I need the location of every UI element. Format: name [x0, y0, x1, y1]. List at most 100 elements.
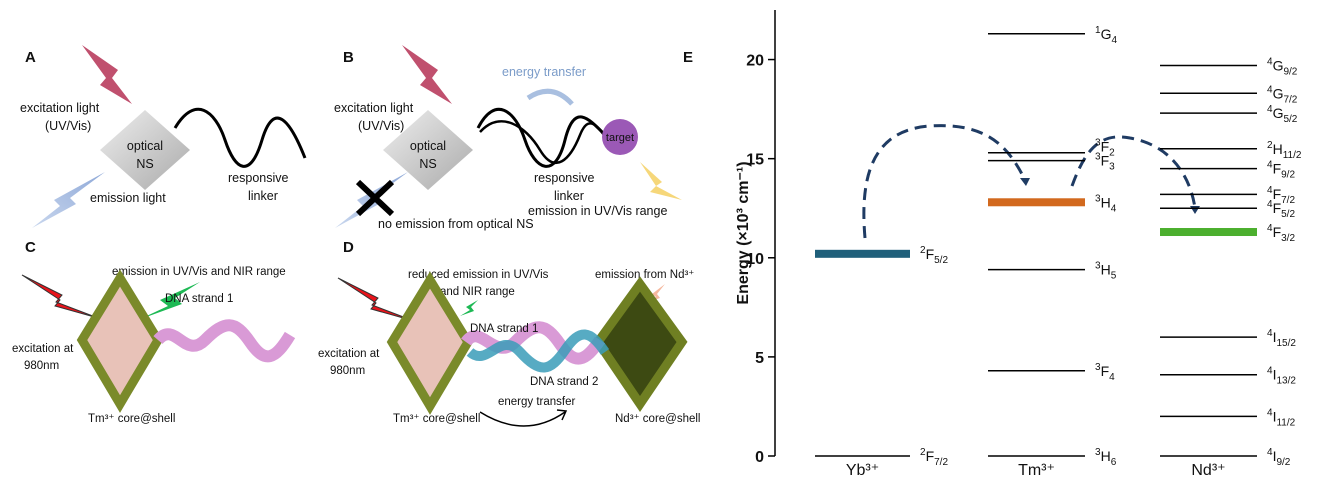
panel-label: E	[683, 49, 693, 66]
label: Tm³⁺ core@shell	[88, 413, 175, 425]
label: NS	[419, 157, 436, 171]
ion-label: Yb³⁺	[846, 462, 879, 479]
level-term: F	[926, 246, 935, 262]
level-sub: 13/2	[1276, 376, 1296, 387]
level-sub: 5	[1111, 271, 1117, 282]
label: DNA strand 1	[470, 323, 538, 335]
level-sub: 3/2	[1281, 233, 1295, 244]
level-sub: 5/2	[1281, 209, 1295, 220]
label: responsive	[534, 171, 594, 185]
level-sub: 15/2	[1276, 338, 1296, 349]
level-label: 4G5/2	[1267, 104, 1298, 125]
excitation-bolt	[82, 45, 132, 104]
level-term: G	[1273, 105, 1284, 121]
level-label: 3H4	[1095, 193, 1117, 214]
level-sub: 9/2	[1276, 457, 1290, 468]
level-term: H	[1101, 194, 1111, 210]
transfer-path	[864, 126, 1025, 238]
transfer-path	[1072, 137, 1195, 208]
label: excitation light	[20, 101, 100, 115]
level-label: 4I13/2	[1267, 366, 1296, 387]
level-sub: 5/2	[934, 255, 948, 266]
level-term: F	[1273, 224, 1282, 240]
level-sub: 7/2	[1283, 94, 1297, 105]
emission-bolt	[640, 162, 682, 200]
nanoparticle	[392, 280, 468, 406]
panel-label: C	[25, 239, 36, 256]
level-sub: 4	[1111, 35, 1117, 46]
level-label: 2F5/2	[920, 245, 948, 266]
ion-label: Nd³⁺	[1191, 462, 1225, 479]
level-term: G	[1273, 85, 1284, 101]
y-tick-label: 20	[746, 53, 764, 70]
level-label: 4F9/2	[1267, 160, 1295, 181]
y-tick-label: 10	[746, 251, 764, 268]
label: Nd³⁺ core@shell	[615, 413, 701, 425]
level-label: 2F7/2	[920, 447, 948, 468]
label: linker	[554, 189, 584, 203]
level-sub: 3	[1109, 162, 1115, 173]
level-label: 1G4	[1095, 25, 1117, 46]
linker	[480, 121, 615, 163]
y-tick-label: 0	[755, 449, 764, 466]
level-term: H	[1273, 141, 1283, 157]
level-term: H	[1101, 262, 1111, 278]
panel-label: B	[343, 49, 354, 66]
energy-level	[988, 198, 1085, 206]
label: target	[606, 132, 634, 144]
label: (UV/Vis)	[358, 119, 404, 133]
label: emission in UV/Vis and NIR range	[112, 266, 286, 278]
label: Tm³⁺ core@shell	[393, 413, 480, 425]
label: responsive	[228, 171, 288, 185]
panel-label: A	[25, 49, 36, 66]
level-term: F	[1273, 200, 1282, 216]
level-term: F	[1273, 161, 1282, 177]
excitation-bolt	[402, 45, 452, 104]
panel-d: D reduced emission in UV/Vis and NIR ran…	[318, 239, 701, 426]
nanoparticle	[82, 278, 158, 404]
level-label: 4I11/2	[1267, 407, 1296, 428]
level-sub: 9/2	[1283, 67, 1297, 78]
linker	[175, 109, 305, 166]
level-label: 3F4	[1095, 362, 1115, 383]
level-sub: 7/2	[1281, 195, 1295, 206]
label: energy transfer	[502, 65, 586, 79]
arrow-head	[1190, 206, 1200, 214]
level-term: G	[1273, 58, 1284, 74]
transfer-arrow	[480, 412, 565, 426]
label: emission in UV/Vis range	[528, 204, 667, 218]
label: energy transfer	[498, 396, 576, 408]
label: (UV/Vis)	[45, 119, 91, 133]
energy-level-chart: E Energy (×10³ cm⁻¹) 05101520Yb³⁺2F7/22F…	[683, 10, 1302, 479]
y-tick-label: 5	[755, 350, 764, 367]
label: no emission from optical NS	[378, 217, 534, 231]
excitation-bolt	[22, 275, 98, 318]
level-label: 4I9/2	[1267, 447, 1291, 468]
level-sub: 4	[1111, 203, 1117, 214]
dna-strand	[158, 325, 290, 356]
label: 980nm	[330, 365, 365, 377]
level-label: 3H6	[1095, 447, 1117, 468]
level-sub: 2	[1109, 148, 1115, 159]
energy-level	[815, 250, 910, 258]
level-sub: 11/2	[1276, 417, 1295, 428]
label: emission from Nd³⁺	[595, 269, 694, 281]
label: and NIR range	[440, 286, 515, 298]
level-term: G	[1101, 26, 1112, 42]
label: NS	[136, 157, 153, 171]
level-label: 4G9/2	[1267, 57, 1298, 78]
level-term: F	[1273, 186, 1282, 202]
level-sub: 4	[1109, 372, 1115, 383]
level-label: 3H5	[1095, 261, 1117, 282]
emission-bolt	[460, 300, 478, 316]
label: DNA strand 2	[530, 376, 598, 388]
level-term: F	[1101, 139, 1110, 155]
panel-a: A excitation light (UV/Vis) optical NS r…	[20, 45, 305, 228]
label: excitation light	[334, 101, 414, 115]
level-sub: 7/2	[934, 457, 948, 468]
label: optical	[410, 139, 446, 153]
level-label: 2H11/2	[1267, 140, 1302, 161]
label: DNA strand 1	[165, 293, 233, 305]
label: excitation at	[12, 343, 74, 355]
nanoparticle	[598, 284, 682, 404]
